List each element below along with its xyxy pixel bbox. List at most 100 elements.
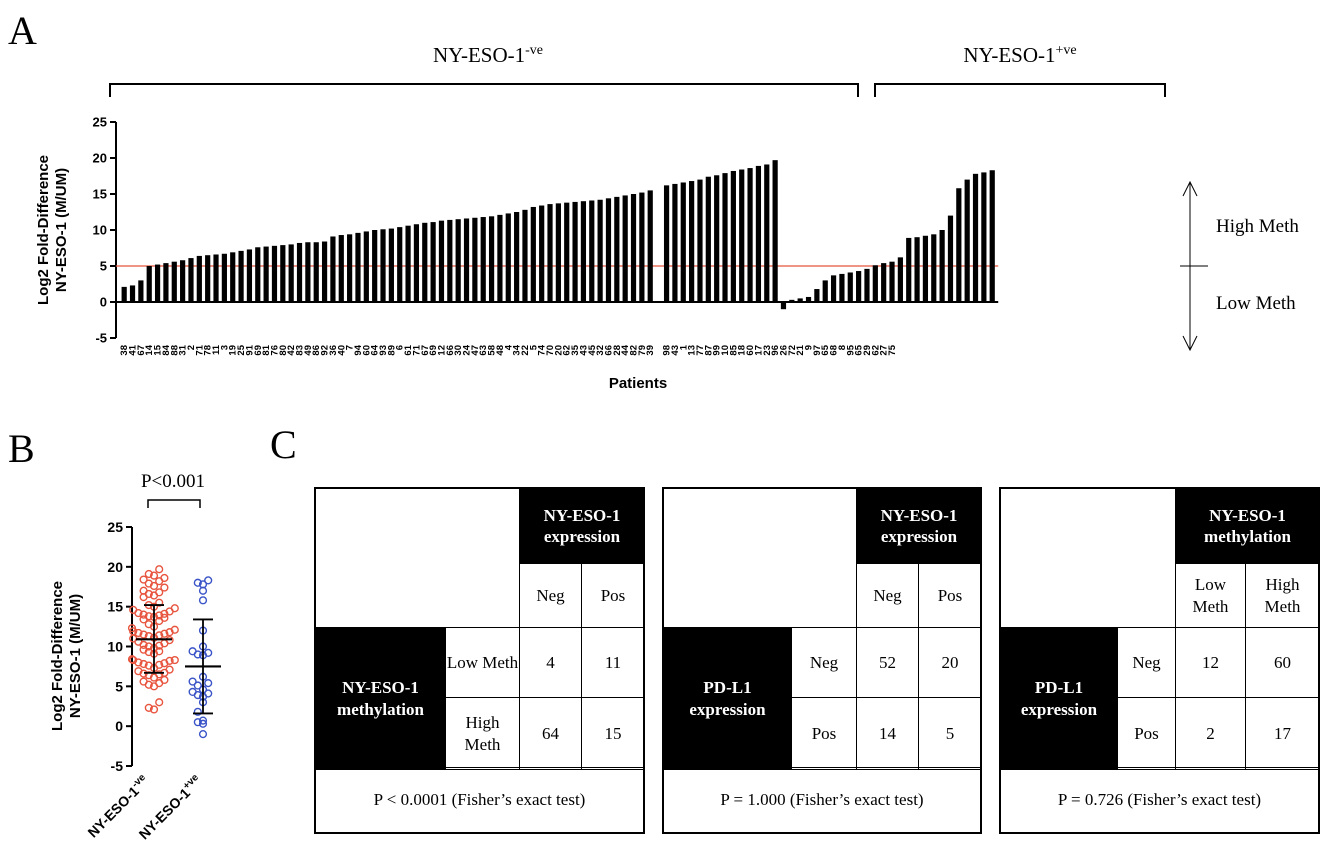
x-tick-label-a: 74 (537, 344, 548, 355)
x-tick-label-a: 49 (303, 345, 314, 356)
bar (530, 206, 536, 302)
bar (939, 230, 945, 302)
data-point (193, 578, 202, 587)
x-tick-label-a: 80 (278, 345, 289, 356)
data-point (188, 647, 197, 656)
bar (922, 235, 929, 302)
data-point (127, 624, 137, 633)
bar (163, 263, 169, 302)
bar (430, 222, 436, 302)
x-tick-label-a: 67 (420, 345, 431, 356)
y-tick-label-a: 25 (93, 115, 107, 130)
bar (255, 247, 261, 302)
bar (330, 236, 336, 302)
bar (180, 260, 186, 302)
data-point (149, 571, 159, 580)
x-tick-label-a: 36 (328, 345, 339, 356)
x-tick-label-a: 71 (411, 344, 422, 355)
bar (230, 252, 236, 302)
data-point (204, 576, 213, 585)
data-point (165, 656, 174, 665)
panel-label-a: A (8, 8, 37, 53)
x-tick-label-a: 44 (620, 344, 631, 355)
bar (931, 234, 937, 302)
data-point (134, 667, 143, 676)
x-tick-label-a: 23 (762, 345, 773, 356)
bar (972, 173, 979, 302)
x-tick-label-a: 63 (478, 345, 489, 356)
x-tick-label-a: 70 (545, 345, 556, 356)
x-tick-label-a: 62 (870, 345, 881, 356)
bar (497, 214, 503, 302)
bar (271, 245, 278, 302)
x-tick-label-a: 14 (144, 344, 155, 355)
x-tick-label-a: 65 (820, 344, 831, 355)
bar (663, 185, 670, 302)
bar (680, 182, 686, 302)
data-point (204, 679, 213, 688)
data-point (144, 569, 153, 579)
bar (547, 204, 553, 302)
x-tick-label-a: 29 (862, 345, 873, 356)
x-tick-label-a: 26 (778, 345, 789, 356)
bar (196, 255, 202, 302)
x-tick-label-a: 62 (562, 345, 573, 356)
x-tick-label-a: 43 (578, 345, 589, 356)
y-tick-label-a: 15 (93, 187, 107, 202)
bar (205, 255, 211, 302)
low-meth-label: Low Meth (1216, 293, 1296, 314)
p-value-b: P<0.001 (141, 471, 205, 492)
panel-label-c: C (270, 422, 297, 467)
x-tick-label-a: 66 (445, 345, 456, 356)
x-tick-label-a: 99 (712, 345, 723, 356)
y-axis-label-a-line2: NY-ESO-1 (M/UM) (53, 168, 70, 292)
data-point (193, 681, 202, 690)
bar (647, 190, 653, 302)
x-tick-label-a: 66 (603, 345, 614, 356)
data-point (204, 648, 213, 657)
bar (280, 245, 286, 302)
bar (288, 244, 294, 302)
bar (472, 217, 478, 302)
x-tick-label-a: 72 (787, 345, 798, 356)
bar (488, 216, 495, 302)
data-point (144, 579, 153, 588)
arrow-up-icon (1182, 180, 1198, 197)
bar (906, 237, 912, 302)
bar (914, 237, 920, 302)
x-tick-label-a: 12 (436, 345, 447, 356)
y-tick-label-b: 15 (107, 599, 123, 615)
x-tick-label-a: 39 (645, 345, 656, 356)
bracket-negative (109, 83, 859, 97)
bar (372, 230, 378, 302)
y-tick-label-b: -5 (111, 758, 124, 774)
data-point (139, 575, 148, 584)
x-tick-label-a: 97 (812, 345, 823, 356)
data-point (160, 629, 169, 638)
x-tick-label-a: 77 (695, 345, 706, 356)
bar (605, 198, 612, 302)
x-tick-label-a: 17 (753, 345, 764, 356)
bar-chart-a: 2520151050-53841671415848831271781131925… (93, 115, 999, 356)
x-tick-label-a: 94 (353, 344, 364, 355)
data-point (144, 642, 153, 651)
data-point (170, 625, 179, 634)
high-meth-label: High Meth (1216, 216, 1299, 237)
x-tick-label-a: 43 (670, 345, 681, 356)
x-tick-label-a: 5 (528, 344, 539, 350)
bar (355, 232, 361, 302)
bar (522, 209, 528, 302)
x-tick-label-a: 34 (512, 344, 523, 355)
x-tick-label-a: 95 (845, 344, 856, 355)
y-axis-label-b-line2: NY-ESO-1 (M/UM) (67, 594, 84, 718)
x-tick-label-a: 42 (286, 345, 297, 356)
bar (313, 242, 319, 302)
x-tick-label-a: 86 (311, 345, 322, 356)
data-point (139, 586, 148, 595)
x-tick-b-positive: NY-ESO-1+ve (135, 772, 206, 843)
x-tick-label-a: 71 (194, 344, 205, 355)
y-tick-label-a: 0 (100, 295, 107, 310)
bar (438, 220, 445, 302)
x-tick-label-a: 60 (361, 345, 372, 356)
bar (964, 179, 970, 302)
